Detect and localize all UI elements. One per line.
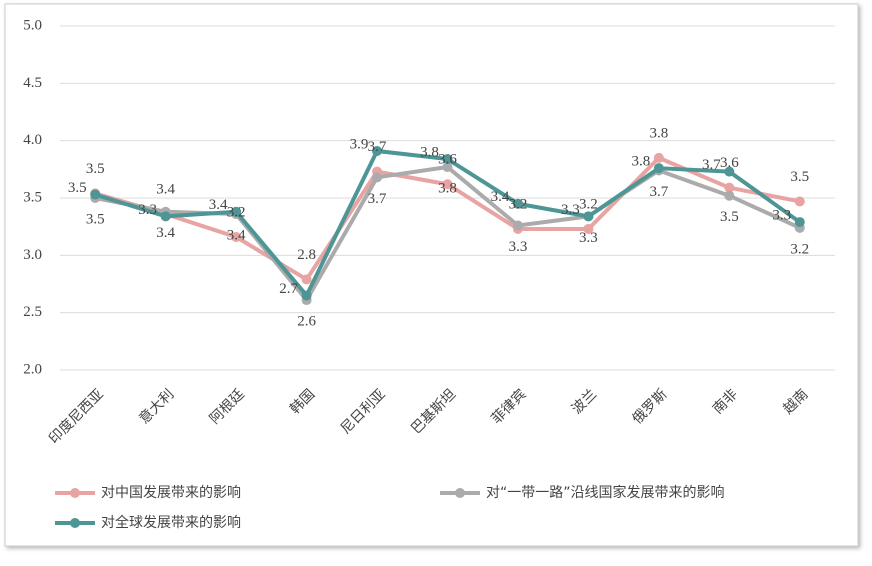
legend-marker [70, 488, 80, 498]
point [724, 190, 735, 201]
point [724, 182, 735, 193]
point [724, 166, 735, 177]
point [794, 217, 805, 228]
data-label: 3.7 [368, 191, 387, 207]
data-label: 2.7 [279, 281, 298, 297]
data-label: 3.2 [790, 241, 809, 257]
point [442, 162, 453, 173]
legend-label: 对全球发展带来的影响 [101, 514, 241, 531]
point [372, 145, 383, 156]
point [583, 223, 594, 234]
data-label: 3.2 [579, 196, 598, 212]
data-label: 3.3 [138, 202, 157, 218]
data-label: 3.2 [227, 204, 246, 220]
data-label: 3.2 [509, 196, 528, 212]
y-tick-label: 5.0 [23, 17, 42, 33]
data-label: 3.5 [68, 180, 87, 196]
data-label: 3.8 [438, 180, 457, 196]
data-label: 3.6 [720, 155, 739, 171]
point [583, 211, 594, 222]
data-label: 3.5 [86, 211, 105, 227]
data-label: 3.4 [491, 189, 510, 205]
point [301, 274, 312, 285]
point [653, 152, 664, 163]
data-label: 3.4 [156, 225, 175, 241]
y-tick-label: 4.5 [23, 75, 42, 91]
point [512, 220, 523, 231]
point [442, 179, 453, 190]
point [653, 163, 664, 174]
y-tick-label: 3.0 [23, 247, 42, 263]
y-tick-label: 3.5 [23, 189, 42, 205]
data-label: 3.5 [720, 209, 739, 225]
data-label: 3.8 [420, 144, 439, 160]
data-label: 3.6 [438, 152, 457, 168]
point [794, 196, 805, 207]
data-label: 3.3 [509, 239, 528, 255]
data-label: 3.4 [227, 227, 246, 243]
data-label: 3.4 [156, 181, 175, 197]
legend-marker [455, 488, 465, 498]
data-label: 3.3 [561, 202, 580, 218]
point [231, 231, 242, 242]
data-label: 3.3 [579, 230, 598, 246]
point [372, 172, 383, 183]
y-tick-label: 2.0 [23, 361, 42, 377]
data-label: 3.9 [350, 136, 369, 152]
y-tick-label: 2.5 [23, 304, 42, 320]
point [301, 290, 312, 301]
point [90, 189, 101, 200]
point [442, 154, 453, 165]
legend-marker [70, 518, 80, 528]
data-label: 3.5 [86, 161, 105, 177]
data-label: 3.3 [772, 208, 791, 224]
y-tick-label: 4.0 [23, 132, 42, 148]
data-label: 3.8 [631, 154, 650, 170]
data-label: 2.8 [297, 247, 316, 263]
data-label: 3.5 [790, 169, 809, 185]
data-label: 3.7 [368, 139, 387, 155]
legend-label: 对“一带一路”沿线国家发展带来的影响 [486, 484, 725, 501]
legend-label: 对中国发展带来的影响 [101, 485, 241, 501]
point [231, 206, 242, 217]
data-label: 3.8 [649, 125, 668, 141]
data-label: 2.6 [297, 313, 316, 329]
data-label: 3.7 [702, 157, 721, 173]
data-label: 3.4 [209, 197, 228, 213]
data-label: 3.7 [649, 184, 668, 200]
chart-frame [4, 3, 859, 547]
point [512, 198, 523, 209]
point [160, 211, 171, 222]
